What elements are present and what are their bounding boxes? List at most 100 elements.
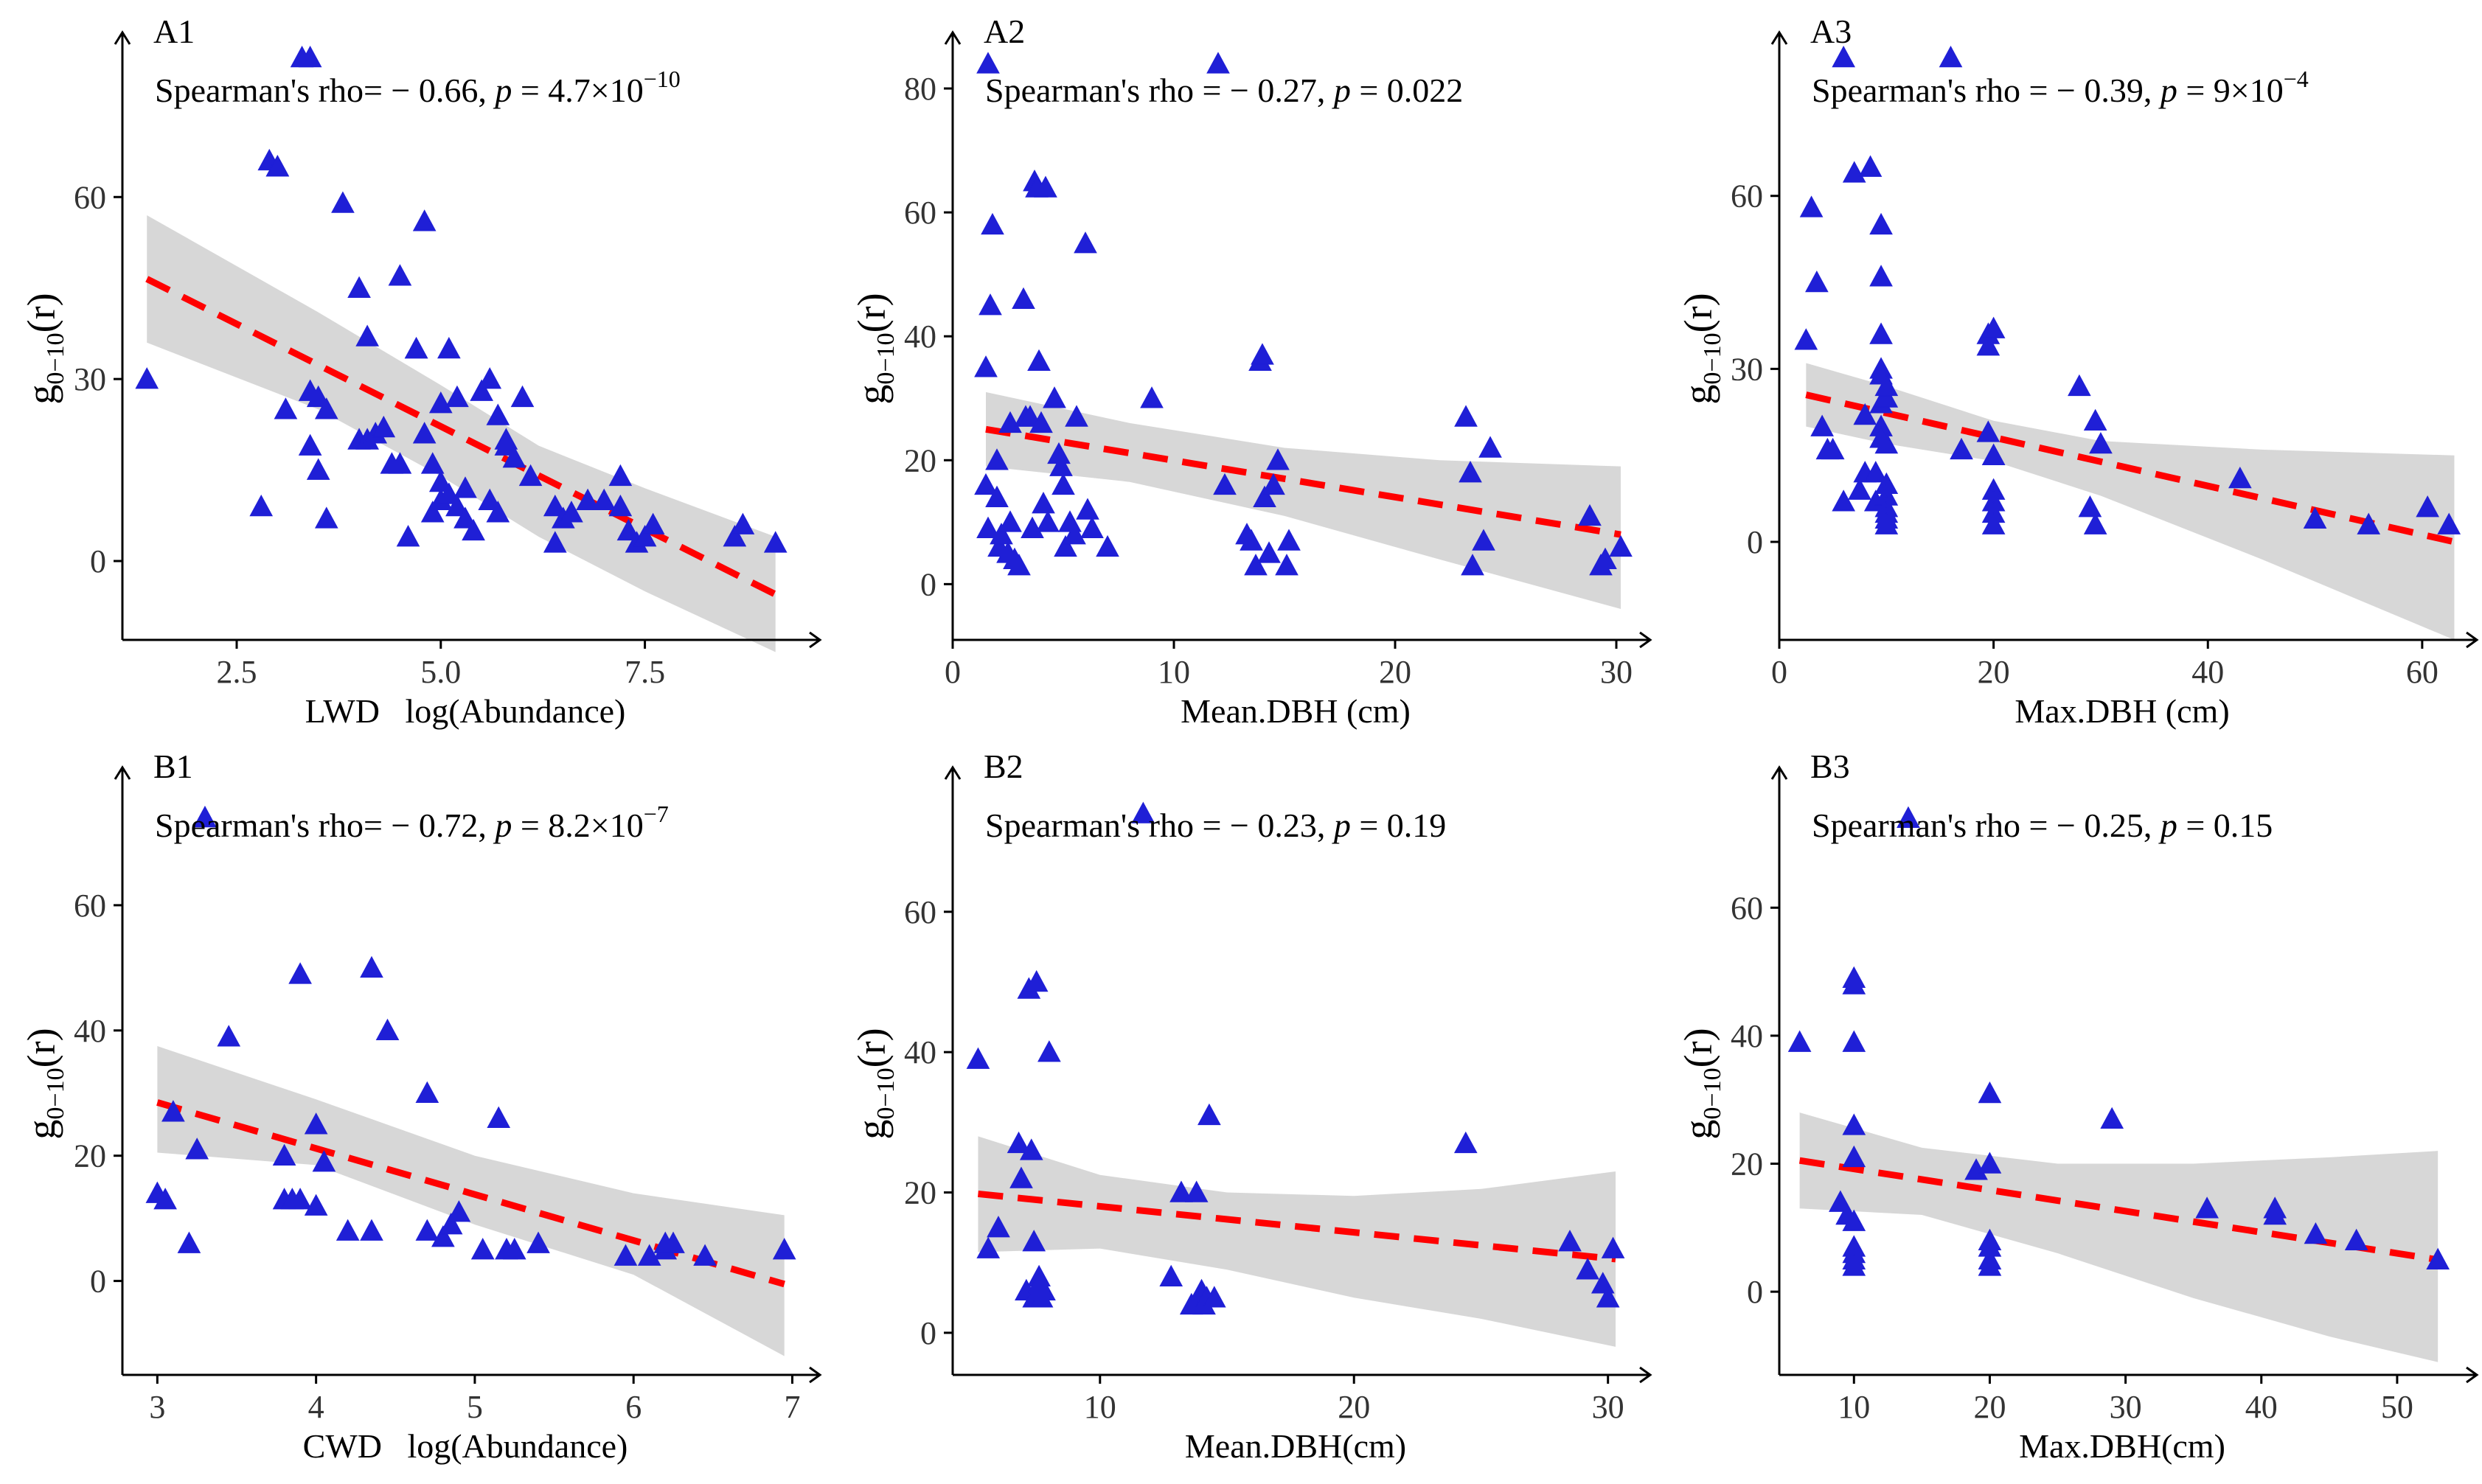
data-point	[193, 805, 217, 828]
y-tick-label: 60	[1731, 178, 1763, 215]
data-point	[1848, 478, 1871, 500]
stat-prefix: Spearman's rho = − 0.27,	[985, 72, 1334, 109]
data-point	[185, 1138, 209, 1160]
data-point	[1021, 516, 1044, 538]
data-point	[1043, 386, 1066, 408]
data-point	[1478, 436, 1502, 458]
y-label-sub: 0−10	[872, 1067, 900, 1119]
data-point	[1869, 212, 1893, 235]
y-tick-label: 0	[1747, 524, 1763, 560]
panel-B3: 10 20 30 40 50 0 20 40 60 B3 Spearman's rho = − 0.…	[1676, 748, 2479, 1465]
x-axis-arrow	[809, 1366, 822, 1384]
data-point	[2426, 1247, 2450, 1269]
data-point	[1874, 512, 1899, 534]
data-point	[1853, 403, 1877, 425]
data-point	[304, 1112, 328, 1135]
data-point	[331, 191, 355, 213]
data-point	[312, 1150, 336, 1172]
data-point	[1024, 969, 1049, 992]
data-point	[1609, 534, 1633, 557]
data-point	[723, 525, 747, 547]
data-point	[1578, 504, 1602, 526]
data-point	[1076, 498, 1099, 520]
data-point	[966, 1047, 990, 1069]
data-point	[360, 955, 383, 978]
data-point	[478, 367, 502, 389]
data-point	[2078, 495, 2102, 518]
data-point	[637, 1244, 661, 1266]
stat-prefix: Spearman's rho= − 0.72,	[155, 807, 495, 844]
data-point	[462, 518, 485, 541]
p-symbol: p	[493, 807, 512, 844]
data-point	[1842, 1209, 1866, 1231]
y-tick-label: 60	[74, 179, 106, 215]
data-point	[1794, 328, 1818, 350]
data-point	[1787, 1030, 1812, 1052]
data-point	[1074, 231, 1097, 254]
data-point	[1978, 1152, 2002, 1174]
y-label-main: g	[849, 385, 894, 405]
data-point	[1257, 541, 1281, 563]
data-point	[608, 464, 633, 487]
data-point	[486, 501, 510, 523]
x-tick-label: 20	[1338, 1389, 1370, 1425]
panel-A1: 2.5 5.0 7.5 0 30 60 A1 Spearman's rho= − 0.66, …	[19, 13, 822, 730]
spearman-annotation: Spearman's rho= − 0.72, p = 8.2×10−7	[155, 801, 669, 844]
data-point	[1140, 386, 1164, 408]
y-axis-label: g0−10(r)	[1676, 1028, 1726, 1139]
data-point	[1213, 473, 1237, 495]
data-point	[1027, 349, 1051, 372]
data-point	[445, 385, 469, 408]
x-tick-label: 0	[945, 654, 961, 690]
spearman-annotation: Spearman's rho = − 0.27, p = 0.022	[985, 72, 1463, 109]
x-tick-label: 60	[2406, 654, 2438, 690]
data-point	[1821, 437, 1845, 460]
data-point	[306, 385, 330, 408]
x-tick-label: 4	[308, 1389, 324, 1425]
y-label-main: g	[1676, 1120, 1720, 1140]
data-point	[1058, 510, 1082, 532]
p-exponent: −10	[644, 66, 681, 92]
data-point	[420, 501, 445, 523]
y-label-sub: 0−10	[1699, 332, 1726, 384]
y-axis-arrow	[114, 30, 131, 45]
data-point	[288, 1188, 312, 1210]
spearman-annotation: Spearman's rho = − 0.23, p = 0.19	[985, 807, 1446, 844]
panel-label: B1	[153, 748, 193, 785]
panel-B1: 3 4 5 6 7 0 20 40 60 B1 Spearman's rho= − 0.72, p …	[19, 748, 822, 1465]
p-value: = 4.7×10	[512, 72, 643, 109]
data-point	[1832, 45, 1856, 68]
data-point	[998, 510, 1022, 532]
data-point	[661, 1231, 685, 1253]
x-tick-label: 50	[2381, 1389, 2413, 1425]
data-point	[1032, 1278, 1056, 1301]
data-point	[592, 488, 616, 510]
x-axis-arrow	[1639, 1366, 1652, 1384]
p-value: = 0.022	[1351, 72, 1463, 109]
data-point	[1976, 420, 2000, 442]
x-tick-label: 7	[784, 1389, 800, 1425]
data-point	[1262, 473, 1285, 495]
p-value: = 0.15	[2177, 807, 2273, 844]
x-axis-arrow	[1639, 631, 1652, 649]
data-point	[502, 1238, 526, 1260]
data-point	[1019, 1138, 1043, 1160]
data-point	[314, 506, 338, 529]
data-point	[990, 523, 1013, 545]
y-label-sub: 0−10	[42, 332, 69, 384]
p-exponent: −4	[2284, 66, 2309, 92]
data-point	[976, 52, 1000, 74]
y-label-main: g	[1676, 385, 1720, 405]
y-tick-label: 20	[904, 1175, 936, 1211]
y-tick-label: 40	[74, 1013, 106, 1049]
data-point	[306, 458, 330, 480]
x-tick-label: 20	[1973, 1389, 2006, 1425]
data-point	[978, 293, 1002, 316]
y-axis-arrow	[944, 30, 962, 45]
x-tick-label: 3	[149, 1389, 165, 1425]
data-point	[981, 212, 1004, 235]
confidence-band	[978, 1136, 1616, 1347]
data-point	[304, 1194, 328, 1216]
data-point	[1080, 516, 1104, 538]
x-tick-label: 30	[1592, 1389, 1624, 1425]
